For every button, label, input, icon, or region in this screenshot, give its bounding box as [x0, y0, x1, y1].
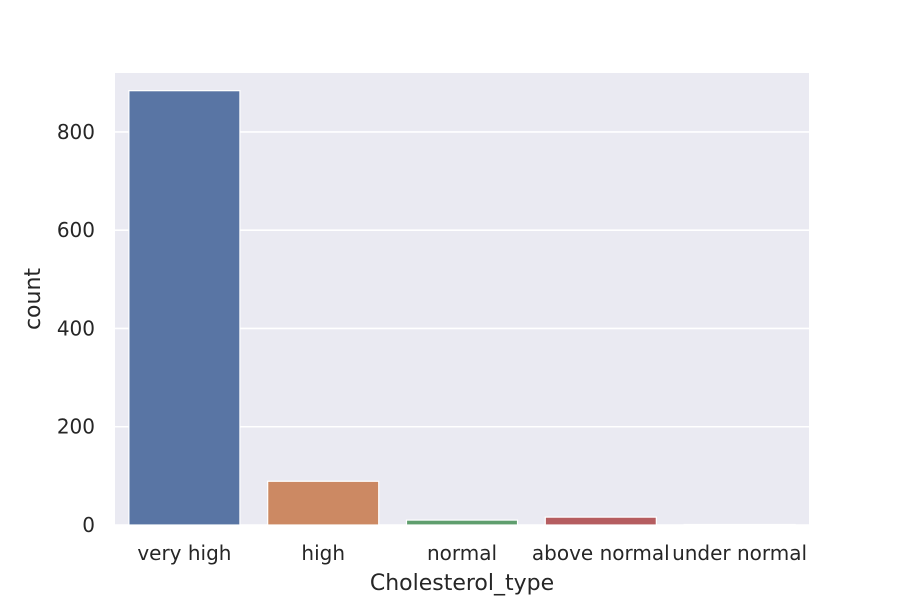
x-tick-label: under normal — [672, 541, 807, 565]
y-axis-ticks: 0 200 400 600 800 — [57, 120, 95, 537]
y-tick-label: 400 — [57, 316, 95, 340]
x-tick-label: normal — [427, 541, 497, 565]
y-axis-label: count — [21, 268, 46, 330]
y-tick-label: 200 — [57, 415, 95, 439]
y-tick-label: 600 — [57, 218, 95, 242]
y-tick-label: 800 — [57, 120, 95, 144]
x-tick-label: above normal — [532, 541, 670, 565]
x-tick-label: very high — [137, 541, 231, 565]
y-tick-label: 0 — [82, 513, 95, 537]
bar — [268, 481, 379, 525]
bar — [406, 520, 517, 525]
x-axis-label: Cholesterol_type — [370, 571, 554, 596]
bar — [129, 91, 240, 525]
x-tick-label: high — [301, 541, 345, 565]
bar — [545, 517, 656, 525]
